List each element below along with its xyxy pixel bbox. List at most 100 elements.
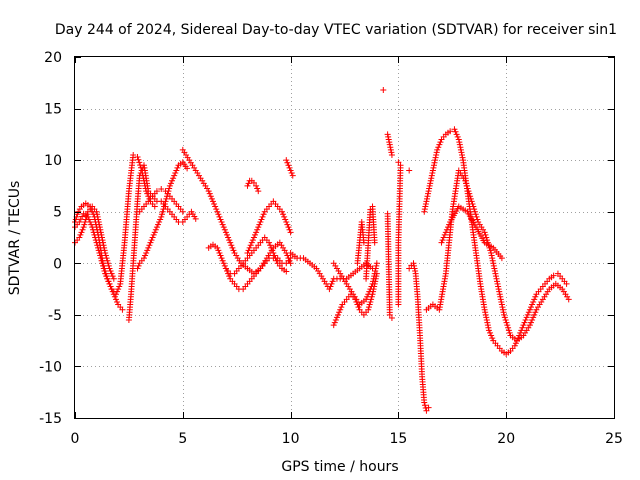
data-point <box>385 136 392 143</box>
data-point <box>428 172 435 179</box>
data-point <box>255 224 262 231</box>
data-point <box>372 265 379 272</box>
data-point <box>411 265 418 272</box>
data-point <box>103 273 110 280</box>
data-point <box>473 213 480 220</box>
data-point <box>410 260 417 267</box>
data-point <box>93 239 100 246</box>
data-point <box>498 255 505 262</box>
data-point <box>472 211 479 218</box>
axis-ticks: 0 5 10 15 20 25 -15 -10 -5 0 5 10 15 20 <box>39 50 623 447</box>
data-point <box>388 149 395 156</box>
data-point <box>371 270 378 277</box>
data-point <box>329 278 336 285</box>
data-point <box>483 317 490 324</box>
data-point <box>469 200 476 207</box>
data-point <box>78 229 85 236</box>
data-point <box>386 311 393 318</box>
data-point <box>440 234 447 241</box>
data-point <box>155 221 162 228</box>
data-point <box>244 182 251 189</box>
data-point <box>218 255 225 262</box>
data-point <box>423 407 430 414</box>
data-point <box>287 229 294 236</box>
data-point <box>502 317 509 324</box>
data-point <box>287 167 294 174</box>
data-point <box>530 298 537 305</box>
data-point <box>252 231 259 238</box>
data-point <box>226 273 233 280</box>
data-point <box>219 257 226 264</box>
data-point <box>140 255 147 262</box>
data-point <box>76 234 83 241</box>
data-point <box>163 195 170 202</box>
data-point <box>526 322 533 329</box>
data-point <box>488 332 495 339</box>
data-point <box>272 255 279 262</box>
data-point <box>95 247 102 254</box>
data-point <box>388 314 395 321</box>
data-point <box>215 247 222 254</box>
data-point <box>412 268 419 275</box>
data-point <box>443 226 450 233</box>
data-point <box>172 170 179 177</box>
data-point <box>395 159 402 166</box>
data-point <box>456 139 463 146</box>
data-point <box>463 182 470 189</box>
data-point <box>144 247 151 254</box>
data-point <box>284 221 291 228</box>
data-point <box>474 216 481 223</box>
data-point <box>102 252 109 259</box>
data-point <box>481 229 488 236</box>
data-point <box>426 185 433 192</box>
data-point <box>427 180 434 187</box>
data-point <box>369 280 376 287</box>
data-point <box>487 247 494 254</box>
data-point <box>223 231 230 238</box>
data-point <box>493 275 500 282</box>
data-point <box>257 219 264 226</box>
data-point <box>365 306 372 313</box>
data-point <box>106 280 113 287</box>
data-point <box>103 255 110 262</box>
data-point <box>134 154 141 161</box>
data-point <box>94 213 101 220</box>
data-point <box>87 219 94 226</box>
data-point <box>278 208 285 215</box>
data-point <box>505 327 512 334</box>
data-point <box>116 283 123 290</box>
data-point <box>160 206 167 213</box>
x-tick-label: 0 <box>71 431 80 447</box>
data-point <box>259 213 266 220</box>
data-point <box>425 190 432 197</box>
data-point <box>230 247 237 254</box>
data-point <box>370 278 377 285</box>
data-point <box>459 151 466 158</box>
data-point <box>441 231 448 238</box>
x-tick-label: 10 <box>282 431 300 447</box>
data-point <box>336 309 343 316</box>
data-point <box>148 237 155 244</box>
data-point <box>89 224 96 231</box>
data-point <box>247 242 254 249</box>
data-point <box>530 314 537 321</box>
data-point <box>495 283 502 290</box>
data-point <box>145 244 152 251</box>
data-point <box>83 213 90 220</box>
data-point <box>208 195 215 202</box>
data-point <box>253 182 260 189</box>
data-point <box>114 298 121 305</box>
data-point <box>488 252 495 259</box>
data-point <box>468 198 475 205</box>
data-point <box>158 213 165 220</box>
data-point <box>456 141 463 148</box>
data-point <box>216 213 223 220</box>
data-point <box>421 208 428 215</box>
data-point <box>338 304 345 311</box>
x-axis-label: GPS time / hours <box>281 459 398 475</box>
data-point <box>380 87 387 94</box>
data-point <box>184 165 191 172</box>
data-point <box>524 311 531 318</box>
data-point <box>250 234 257 241</box>
